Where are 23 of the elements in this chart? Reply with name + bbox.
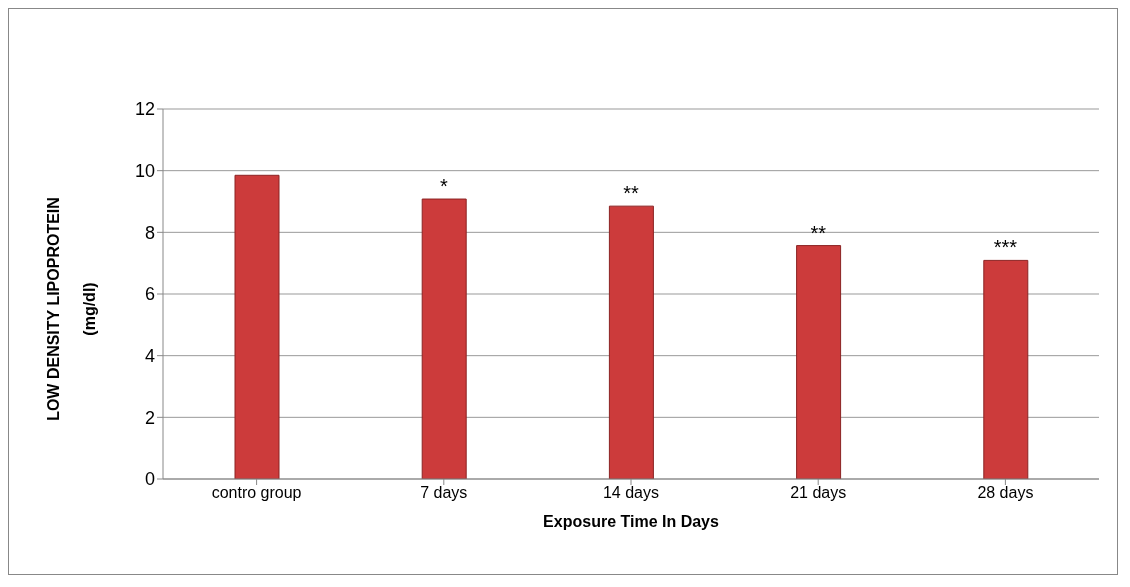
x-tick-label: 7 days bbox=[420, 484, 468, 502]
bar bbox=[421, 198, 467, 479]
y-axis-title: LOW DENSITY LIPOPROTEIN (mg/dl) bbox=[45, 197, 98, 421]
annotation: *** bbox=[993, 236, 1018, 259]
annotation: ** bbox=[623, 182, 639, 205]
y-tick-label: 12 bbox=[134, 99, 155, 120]
x-tick-label: 14 days bbox=[602, 484, 660, 502]
annotation: ** bbox=[810, 221, 827, 244]
annotation: * bbox=[439, 175, 448, 198]
y-tick-label: 8 bbox=[144, 222, 155, 243]
y-tick-label: 6 bbox=[144, 284, 155, 305]
x-tick-label: 21 days bbox=[790, 484, 847, 502]
bar bbox=[608, 205, 654, 479]
y-tick-label: 2 bbox=[144, 407, 155, 428]
bar bbox=[234, 174, 280, 479]
y-tick-label: 0 bbox=[144, 469, 155, 490]
bar bbox=[796, 245, 842, 479]
bar bbox=[983, 259, 1029, 479]
y-tick-label: 10 bbox=[134, 161, 155, 182]
y-tick-label: 4 bbox=[144, 346, 155, 367]
x-tick-label: 28 days bbox=[977, 484, 1034, 502]
x-tick-label: contro group bbox=[211, 484, 302, 502]
x-axis-title: Exposure Time In Days bbox=[543, 513, 719, 530]
